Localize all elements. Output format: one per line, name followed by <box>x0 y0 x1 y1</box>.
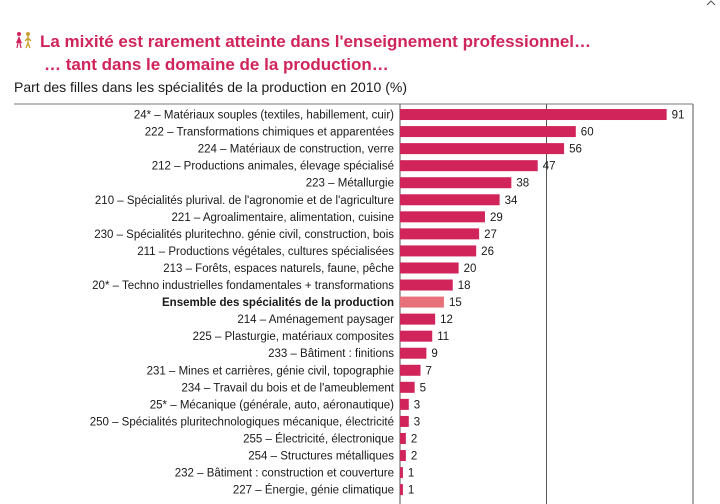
category-label: 255 – Électricité, électronique <box>243 432 394 445</box>
category-label: 211 – Productions végétales, cultures sp… <box>137 246 394 258</box>
value-label: 5 <box>420 382 426 394</box>
girl-boy-figures-icon <box>16 32 32 49</box>
value-label: 12 <box>440 314 453 326</box>
value-label: 34 <box>505 195 518 207</box>
bar <box>400 109 667 121</box>
category-label: 20* – Techno industrielles fondamentales… <box>92 280 394 292</box>
bar <box>400 262 459 274</box>
category-label: 223 – Métallurgie <box>306 178 394 190</box>
bar <box>400 160 538 172</box>
category-label: 225 – Plasturgie, matériaux composites <box>193 331 395 343</box>
category-label: 222 – Transformations chimiques et appar… <box>145 127 395 139</box>
bar <box>400 177 512 189</box>
value-label: 20 <box>464 263 477 275</box>
category-label: 221 – Agroalimentaire, alimentation, cui… <box>172 212 394 224</box>
bar <box>400 467 403 479</box>
corner-tick-mark <box>706 0 716 6</box>
bar <box>400 347 427 359</box>
category-label: 227 – Énergie, génie climatique <box>233 484 394 497</box>
value-label: 27 <box>484 229 497 241</box>
bar <box>400 330 433 342</box>
value-label: 7 <box>426 365 432 377</box>
bar <box>400 381 415 393</box>
value-label: 2 <box>411 433 417 445</box>
bar <box>400 126 576 138</box>
value-label: 15 <box>449 297 462 309</box>
value-label: 18 <box>458 280 471 292</box>
value-label: 1 <box>408 485 414 497</box>
chart-subtitle: Part des filles dans les spécialités de … <box>14 79 407 95</box>
value-label: 47 <box>543 161 556 173</box>
category-label: 254 – Structures métalliques <box>248 451 394 463</box>
category-label: 234 – Travail du bois et de l'ameublemen… <box>181 382 394 394</box>
bar <box>400 296 444 308</box>
chart-title-line-2: … tant dans le domaine de la production… <box>44 55 389 74</box>
bar <box>400 194 500 206</box>
value-label: 60 <box>581 127 594 139</box>
bar <box>400 228 480 240</box>
category-label: 212 – Productions animales, élevage spéc… <box>152 161 394 173</box>
bar <box>400 415 409 427</box>
category-label: 233 – Bâtiment : finitions <box>268 348 394 360</box>
bar <box>400 313 436 325</box>
category-label: 210 – Spécialités plurival. de l'agronom… <box>95 195 394 207</box>
value-label: 1 <box>408 468 414 480</box>
value-label: 11 <box>437 331 449 343</box>
value-label: 9 <box>431 348 437 360</box>
value-label: 29 <box>490 212 503 224</box>
value-label: 2 <box>411 451 417 463</box>
title-text-1: La mixité est rarement atteinte dans l'e… <box>40 32 592 51</box>
value-label: 56 <box>569 144 582 156</box>
value-label: 91 <box>672 110 685 122</box>
value-label: 38 <box>516 178 529 190</box>
category-label: 24* – Matériaux souples (textiles, habil… <box>134 110 394 122</box>
category-label: 250 – Spécialités pluritechnologiques mé… <box>90 416 394 428</box>
value-label: 3 <box>414 416 420 428</box>
chart-header: La mixité est rarement atteinte dans l'e… <box>14 30 591 76</box>
bar <box>400 279 453 291</box>
category-label: 224 – Matériaux de construction, verre <box>198 144 394 156</box>
category-label: 213 – Forêts, espaces naturels, faune, p… <box>163 263 394 275</box>
category-label: 214 – Aménagement paysager <box>237 314 394 326</box>
bar <box>400 432 406 444</box>
bar <box>400 143 565 155</box>
bar <box>400 484 403 496</box>
category-label: 232 – Bâtiment : construction et couvert… <box>175 468 394 480</box>
value-label: 26 <box>481 246 494 258</box>
chart-title-line-1: La mixité est rarement atteinte dans l'e… <box>14 30 591 53</box>
bar <box>400 364 421 376</box>
bar <box>400 398 409 410</box>
category-label: 25* – Mécanique (générale, auto, aéronau… <box>150 399 394 411</box>
category-label: 230 – Spécialités pluritechno. génie civ… <box>94 229 394 241</box>
category-label: Ensemble des spécialités de la productio… <box>162 297 394 309</box>
bar <box>400 245 477 257</box>
bar <box>400 211 485 223</box>
value-label: 3 <box>414 399 420 411</box>
category-label: 231 – Mines et carrières, génie civil, t… <box>147 365 394 377</box>
bar <box>400 450 406 462</box>
